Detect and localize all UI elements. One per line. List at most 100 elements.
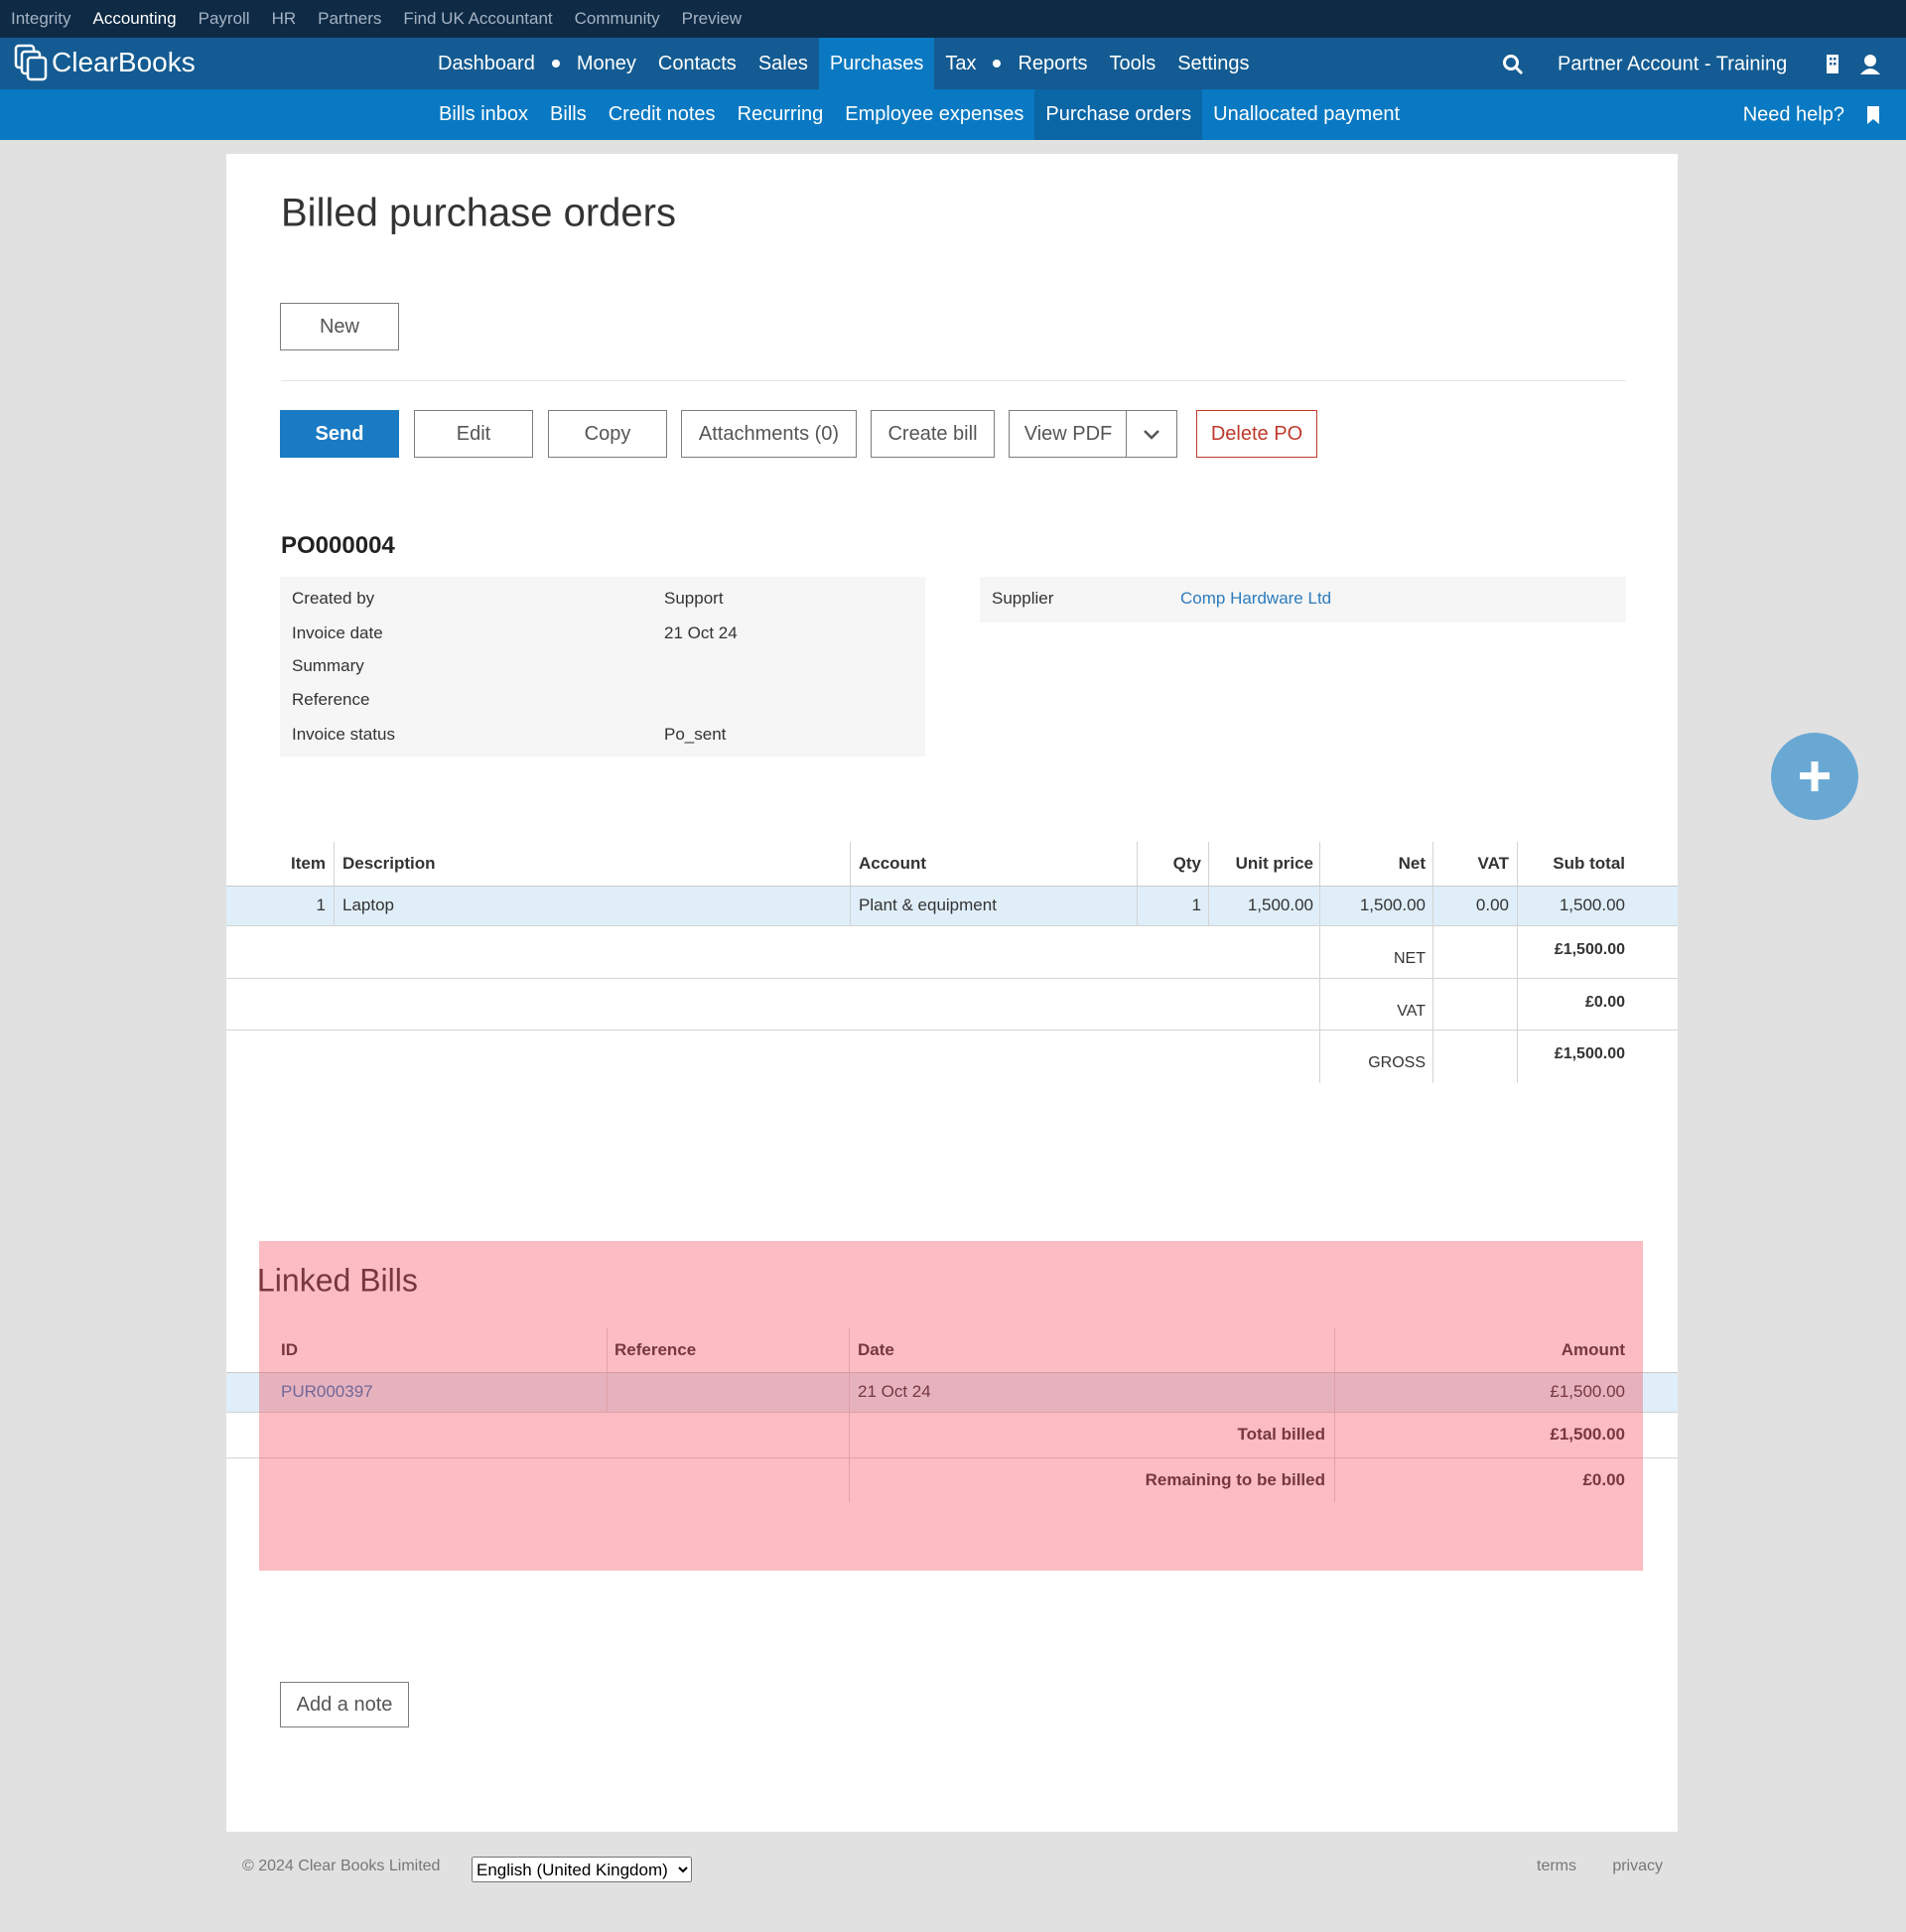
divider — [281, 380, 1626, 381]
divider — [226, 886, 1678, 887]
top-nav-link[interactable]: Preview — [681, 9, 743, 28]
bill-link[interactable]: PUR000397 — [281, 1382, 373, 1401]
main-nav-link[interactable]: Dashboard — [438, 53, 535, 74]
section-title: Linked Bills — [257, 1262, 418, 1299]
sub-nav-link[interactable]: Credit notes — [608, 103, 716, 125]
column-header: Date — [858, 1340, 894, 1359]
divider — [1319, 886, 1320, 925]
main-nav-link[interactable]: Tax — [945, 53, 977, 74]
main-nav-link[interactable]: Sales — [757, 53, 808, 74]
top-nav-link[interactable]: Community — [574, 9, 660, 28]
header-icons[interactable] — [1823, 54, 1882, 75]
table-cell: 1,500.00 — [1559, 896, 1625, 914]
top-nav-link[interactable]: HR — [271, 9, 297, 28]
bookmark-icon[interactable] — [1866, 106, 1880, 124]
main-nav-link[interactable]: Money — [576, 53, 636, 74]
action-button[interactable]: Send — [280, 410, 399, 458]
divider — [1432, 925, 1433, 1083]
detail-label: Supplier — [992, 589, 1054, 608]
divider — [1137, 886, 1138, 925]
add-fab[interactable] — [1771, 733, 1858, 820]
total-value: £1,500.00 — [1554, 1045, 1625, 1062]
action-button[interactable]: Delete PO — [1196, 410, 1317, 458]
detail-value: 21 Oct 24 — [664, 623, 738, 642]
top-nav-link[interactable]: Partners — [318, 9, 382, 28]
action-button[interactable]: Edit — [414, 410, 533, 458]
divider — [1137, 842, 1138, 886]
top-nav-link[interactable]: Payroll — [198, 9, 250, 28]
total-value: £0.00 — [1584, 994, 1625, 1011]
action-button[interactable]: Attachments (0) — [681, 410, 857, 458]
divider — [850, 842, 851, 886]
top-nav-link[interactable]: Integrity — [11, 9, 71, 28]
divider — [1432, 842, 1433, 886]
separator-dot — [993, 60, 1002, 68]
divider — [850, 886, 851, 925]
card — [226, 154, 1678, 1832]
new-button[interactable]: New — [280, 303, 399, 350]
divider — [334, 842, 335, 886]
dropdown-button[interactable] — [1126, 410, 1177, 458]
divider — [607, 1328, 608, 1372]
action-button[interactable]: Create bill — [871, 410, 995, 458]
table-cell: 21 Oct 24 — [858, 1382, 931, 1401]
divider — [849, 1412, 850, 1502]
divider — [226, 1372, 1678, 1373]
divider — [1517, 925, 1518, 1083]
account-name[interactable]: Partner Account - Training — [1558, 53, 1788, 75]
supplier-link[interactable]: Comp Hardware Ltd — [1180, 589, 1332, 608]
divider — [1319, 842, 1320, 886]
top-nav-link[interactable]: Find UK Accountant — [403, 9, 553, 28]
logo-icon — [14, 44, 48, 81]
footer-link[interactable]: privacy — [1612, 1858, 1663, 1874]
main-nav-link[interactable]: Contacts — [657, 53, 737, 74]
table-cell: 1 — [316, 896, 326, 914]
total-label: GROSS — [1368, 1054, 1426, 1071]
sub-nav-link[interactable]: Unallocated payment — [1213, 103, 1401, 125]
search-icon[interactable] — [1502, 54, 1524, 75]
table-cell: 0.00 — [1475, 896, 1509, 914]
sub-nav-link[interactable]: Employee expenses — [845, 103, 1024, 125]
divider — [334, 886, 335, 925]
top-nav-link[interactable]: Accounting — [92, 9, 177, 28]
column-header: Amount — [1561, 1340, 1625, 1359]
add-note-button[interactable]: Add a note — [280, 1682, 409, 1727]
sub-nav-link[interactable]: Recurring — [737, 103, 824, 125]
detail-label: Reference — [292, 690, 370, 709]
table-cell: Laptop — [342, 896, 394, 914]
column-header: Net — [1398, 854, 1426, 873]
main-nav-link[interactable]: Settings — [1177, 53, 1250, 74]
footer-link[interactable]: terms — [1537, 1858, 1576, 1874]
main-nav-link[interactable]: Tools — [1109, 53, 1157, 74]
action-button[interactable]: View PDF — [1009, 410, 1128, 458]
total-label: Remaining to be billed — [1145, 1470, 1325, 1489]
detail-label: Summary — [292, 656, 364, 675]
sub-nav-link[interactable]: Purchase orders — [1034, 89, 1203, 140]
total-label: NET — [1394, 950, 1426, 967]
brand[interactable]: ClearBooks — [52, 47, 196, 77]
total-value: £1,500.00 — [1554, 941, 1625, 958]
row-highlight — [226, 886, 1678, 925]
sub-nav-items: Bills inbox Bills Credit notes Recurring Emp… — [428, 89, 1411, 140]
divider — [226, 1412, 1678, 1413]
main-nav-link[interactable]: Reports — [1018, 53, 1088, 74]
detail-label: Invoice date — [292, 623, 383, 642]
language-select[interactable]: English (United Kingdom) — [472, 1857, 692, 1882]
total-value: £0.00 — [1582, 1470, 1625, 1489]
sub-nav-link[interactable]: Bills — [550, 103, 587, 125]
divider — [226, 1457, 1678, 1458]
table-cell: 1 — [1191, 896, 1201, 914]
logo — [14, 44, 48, 81]
main-nav-items: Dashboard Money Contacts Sales Purchases Tax R… — [427, 38, 1260, 89]
details-panel — [280, 577, 925, 757]
detail-value: Support — [664, 589, 724, 608]
total-value: £1,500.00 — [1550, 1425, 1625, 1444]
action-button[interactable]: Copy — [548, 410, 667, 458]
main-nav-link[interactable]: Purchases — [818, 38, 935, 89]
detail-label: Created by — [292, 589, 375, 608]
sub-nav-link[interactable]: Bills inbox — [439, 103, 529, 125]
detail-label: Invoice status — [292, 725, 395, 744]
help-link[interactable]: Need help? — [1742, 103, 1844, 126]
divider — [1334, 1412, 1335, 1502]
divider — [1432, 886, 1433, 925]
